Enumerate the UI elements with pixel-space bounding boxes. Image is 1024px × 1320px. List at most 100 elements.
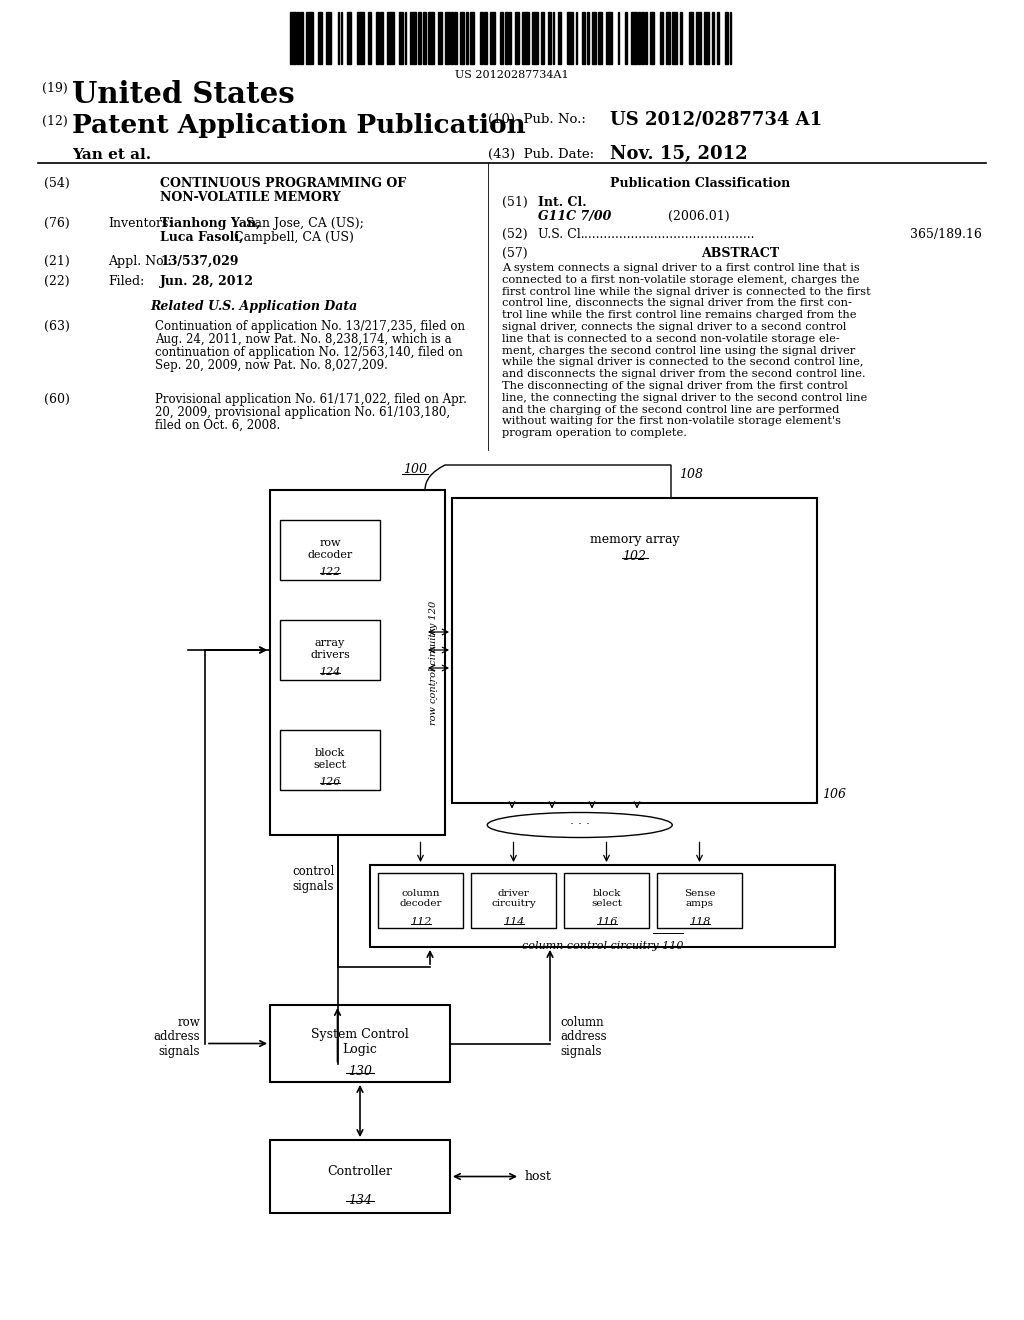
Bar: [617, 12, 620, 63]
Bar: [558, 12, 561, 63]
Bar: [418, 12, 421, 63]
Text: 112: 112: [410, 917, 431, 927]
Bar: [280, 520, 380, 579]
Bar: [638, 12, 640, 63]
Bar: [470, 12, 474, 63]
Text: Related U.S. Application Data: Related U.S. Application Data: [150, 300, 357, 313]
Text: Nov. 15, 2012: Nov. 15, 2012: [610, 145, 748, 162]
Text: Patent Application Publication: Patent Application Publication: [72, 114, 525, 139]
Bar: [480, 12, 483, 63]
Bar: [424, 12, 426, 63]
Bar: [532, 12, 539, 63]
Text: ABSTRACT: ABSTRACT: [701, 247, 779, 260]
Text: United States: United States: [72, 81, 295, 110]
Text: Sense
amps: Sense amps: [684, 888, 715, 908]
Text: Publication Classification: Publication Classification: [610, 177, 791, 190]
Text: control line, disconnects the signal driver from the first con-: control line, disconnects the signal dri…: [502, 298, 852, 309]
Bar: [466, 12, 468, 63]
Text: 102: 102: [623, 550, 646, 564]
Bar: [445, 12, 450, 63]
Bar: [717, 12, 720, 63]
Text: Provisional application No. 61/171,022, filed on Apr.: Provisional application No. 61/171,022, …: [155, 393, 467, 407]
Text: (51): (51): [502, 195, 527, 209]
Bar: [452, 498, 817, 803]
Bar: [641, 12, 644, 63]
Text: 134: 134: [348, 1195, 372, 1206]
Text: Campbell, CA (US): Campbell, CA (US): [230, 231, 354, 244]
Bar: [645, 12, 647, 63]
Text: 118: 118: [689, 917, 711, 927]
Bar: [666, 12, 670, 63]
Bar: [471, 873, 556, 928]
Text: G11C 7/00: G11C 7/00: [538, 210, 611, 223]
Bar: [387, 12, 394, 63]
Bar: [509, 12, 511, 63]
Bar: [598, 12, 602, 63]
Bar: [356, 12, 364, 63]
Text: Sep. 20, 2009, now Pat. No. 8,027,209.: Sep. 20, 2009, now Pat. No. 8,027,209.: [155, 359, 388, 372]
Text: block
select: block select: [313, 748, 346, 770]
Text: 100: 100: [403, 463, 427, 477]
Text: Jun. 28, 2012: Jun. 28, 2012: [160, 275, 254, 288]
Text: (22): (22): [44, 275, 70, 288]
Bar: [657, 873, 742, 928]
Text: 122: 122: [319, 568, 341, 577]
Bar: [515, 12, 519, 63]
Bar: [703, 12, 710, 63]
Bar: [270, 1140, 450, 1213]
Bar: [606, 12, 612, 63]
Bar: [290, 12, 296, 63]
Text: (57): (57): [502, 247, 527, 260]
Bar: [631, 12, 637, 63]
Text: row
address
signals: row address signals: [154, 1015, 200, 1059]
Bar: [660, 12, 663, 63]
Text: array
drivers: array drivers: [310, 638, 350, 660]
Text: (21): (21): [44, 255, 70, 268]
Bar: [484, 12, 487, 63]
Text: column
address
signals: column address signals: [560, 1015, 606, 1059]
Bar: [454, 12, 457, 63]
Text: trol line while the first control line remains charged from the: trol line while the first control line r…: [502, 310, 856, 321]
Bar: [672, 12, 678, 63]
Text: Int. Cl.: Int. Cl.: [538, 195, 587, 209]
Text: NON-VOLATILE MEMORY: NON-VOLATILE MEMORY: [160, 191, 341, 205]
Text: memory array: memory array: [590, 533, 679, 546]
Bar: [680, 12, 682, 63]
Bar: [501, 12, 503, 63]
Bar: [650, 12, 654, 63]
Bar: [428, 12, 433, 63]
Bar: [564, 873, 649, 928]
Text: A system connects a signal driver to a first control line that is: A system connects a signal driver to a f…: [502, 263, 860, 273]
Text: Tianhong Yan,: Tianhong Yan,: [160, 216, 260, 230]
Text: (19): (19): [42, 82, 68, 95]
Text: program operation to complete.: program operation to complete.: [502, 428, 687, 438]
Text: driver
circuitry: driver circuitry: [492, 888, 536, 908]
Text: host: host: [525, 1170, 552, 1183]
Bar: [398, 12, 403, 63]
Bar: [270, 490, 445, 836]
Bar: [369, 12, 372, 63]
Text: San Jose, CA (US);: San Jose, CA (US);: [242, 216, 364, 230]
Bar: [460, 12, 464, 63]
Bar: [327, 12, 331, 63]
Bar: [270, 1005, 450, 1082]
Text: ............................................: ........................................…: [580, 228, 755, 242]
Bar: [306, 12, 313, 63]
Text: Luca Fasoli,: Luca Fasoli,: [160, 231, 244, 244]
Bar: [522, 12, 529, 63]
Bar: [378, 873, 463, 928]
Text: 365/189.16: 365/189.16: [910, 228, 982, 242]
Text: Aug. 24, 2011, now Pat. No. 8,238,174, which is a: Aug. 24, 2011, now Pat. No. 8,238,174, w…: [155, 333, 452, 346]
Text: (63): (63): [44, 319, 70, 333]
Text: 20, 2009, provisional application No. 61/103,180,: 20, 2009, provisional application No. 61…: [155, 407, 451, 418]
Text: (60): (60): [44, 393, 70, 407]
Bar: [346, 12, 351, 63]
Bar: [341, 12, 342, 63]
Bar: [451, 12, 453, 63]
Text: Inventors:: Inventors:: [108, 216, 172, 230]
Text: column control circuitry 110: column control circuitry 110: [522, 941, 683, 950]
Text: signal driver, connects the signal driver to a second control: signal driver, connects the signal drive…: [502, 322, 847, 333]
Text: (52): (52): [502, 228, 527, 242]
Text: without waiting for the first non-volatile storage element's: without waiting for the first non-volati…: [502, 416, 841, 426]
Text: Continuation of application No. 13/217,235, filed on: Continuation of application No. 13/217,2…: [155, 319, 465, 333]
